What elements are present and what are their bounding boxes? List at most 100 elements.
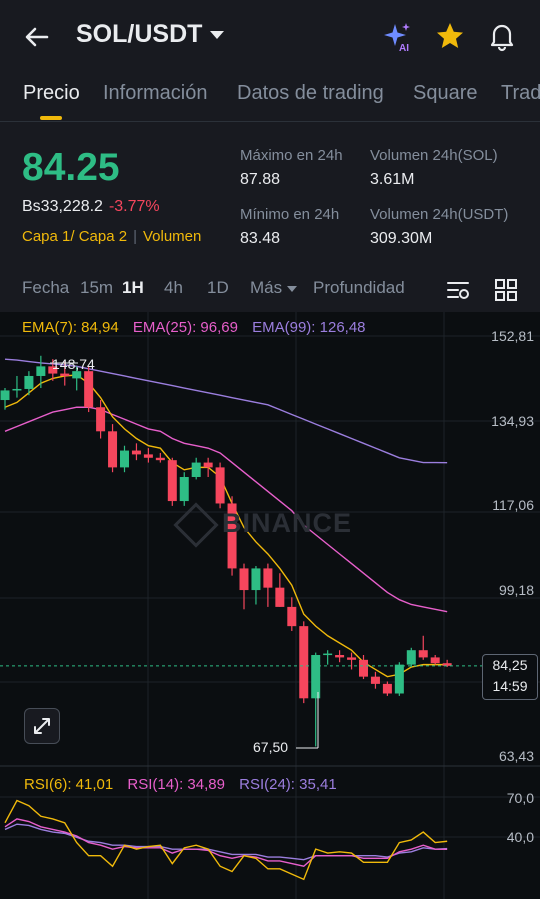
candle [347,652,357,670]
candle-body [299,626,309,699]
star-icon[interactable] [434,20,466,52]
candle-body [179,477,189,502]
interval-profundidad[interactable]: Profundidad [313,278,405,297]
candle [12,375,22,398]
tab-bar: Precio Información Datos de trading Squa… [0,78,540,122]
candle [359,655,368,680]
candle-body [72,371,82,379]
candlestick-chart[interactable] [0,312,540,899]
candle-body [108,431,118,468]
candle-body [418,650,428,658]
candle [382,681,392,696]
price-subline: Bs33,228.2 -3.77% [22,198,160,216]
candle [251,566,261,605]
candle [0,388,10,410]
candle-body [131,450,141,455]
last-price: 84.25 [22,146,120,189]
candle-countdown: 14:59 [492,678,528,694]
bell-icon[interactable] [486,20,518,52]
rsi14-line [4,818,448,867]
candle [394,662,404,696]
ema-legend: EMA(7): 84,94 EMA(25): 96,69 EMA(99): 12… [22,319,366,336]
fullscreen-button[interactable] [24,708,60,744]
interval-mas-label: Más [250,278,283,297]
layer-tag[interactable]: Capa 1/ Capa 2 [22,228,128,245]
rsi24-label: RSI(24): 35,41 [239,776,337,793]
pair-selector[interactable]: SOL/USDT [76,20,225,49]
candle [36,355,46,389]
divider [0,121,540,122]
interval-1h[interactable]: 1H [122,278,144,297]
volume-tag[interactable]: Volumen [142,228,202,245]
candle-body [203,462,213,468]
grid-lines [0,312,540,899]
tag-row: Capa 1/ Capa 2 | Volumen [22,228,202,245]
ema25-label: EMA(25): 96,69 [132,319,238,336]
back-arrow-icon[interactable] [22,22,52,52]
tab-informacion[interactable]: Información [103,82,208,104]
candle [287,597,297,631]
grid-layout-icon[interactable] [494,278,518,302]
price-tick: 117,06 [492,497,534,513]
candle-body [239,568,249,591]
change-percent: -3.77% [108,198,160,215]
indicator-settings-icon[interactable] [446,278,472,302]
chevron-down-icon [210,30,225,39]
ai-badge: AI [399,43,409,52]
candle-body [0,390,10,401]
high-24h-label: Máximo en 24h [240,147,343,164]
tab-precio[interactable]: Precio [23,82,80,104]
volume-base-label: Volumen 24h(SOL) [370,147,498,164]
volume-quote-value: 309.30M [370,230,433,247]
candle [263,563,273,607]
rsi-tick: 40,0 [506,829,534,845]
tab-trading-bots[interactable]: Trad [501,82,540,104]
candle [167,457,177,506]
watermark-text: BINANCE [222,508,353,538]
candle-body [251,568,261,591]
price-tick: 152,81 [491,328,534,344]
candle [203,457,213,478]
interval-mas[interactable]: Más [250,278,298,298]
candle [227,496,237,576]
tab-datos-de-trading[interactable]: Datos de trading [237,82,384,104]
price-tick: 99,18 [498,582,534,598]
fiat-value: Bs33,228.2 [22,198,103,215]
candle [120,445,129,473]
candle [215,462,225,509]
volume-quote-label: Volumen 24h(USDT) [370,206,509,223]
candle-body [335,655,345,658]
candle-body [275,587,285,607]
chart-area[interactable]: BINANCE EMA(7): 84,94 EMA(25): 96,69 EMA… [0,312,540,899]
candle-body [323,653,333,656]
ema25-line [4,406,448,613]
interval-4h[interactable]: 4h [164,278,183,297]
interval-15m[interactable]: 15m [80,278,114,297]
volume-base-value: 3.61M [370,171,415,188]
candle-body [215,467,225,504]
candle-body [191,462,201,478]
candle-body [155,457,165,461]
caret-down-icon [287,285,298,292]
candle [96,400,106,439]
ema7-label: EMA(7): 84,94 [22,319,119,336]
active-tab-indicator [40,116,62,120]
interval-fecha[interactable]: Fecha [22,278,70,297]
price-tick: 63,43 [498,748,534,764]
candle-body [370,676,380,684]
candle-body [442,663,452,666]
ai-sparkle-icon[interactable]: AI [382,20,414,54]
rsi-legend: RSI(6): 41,01 RSI(14): 34,89 RSI(24): 35… [24,776,337,793]
ema99-line [4,358,448,464]
candle-body [263,568,273,588]
tab-square[interactable]: Square [413,82,478,104]
interval-1d[interactable]: 1D [207,278,229,297]
ema99-label: EMA(99): 126,48 [252,319,366,336]
app-header: SOL/USDT AI [0,0,540,72]
candle-body [311,655,321,699]
candle-body [227,503,237,569]
low-24h-label: Mínimo en 24h [240,206,340,223]
candle-body [406,650,416,665]
candle [143,448,153,463]
candle [442,659,452,668]
